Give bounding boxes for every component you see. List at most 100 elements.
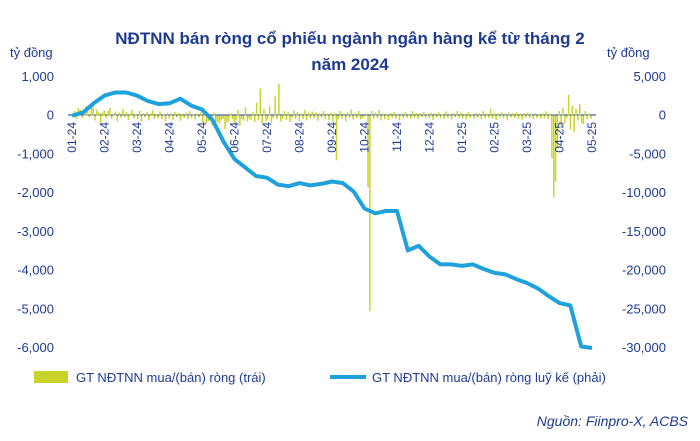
bar-mark: [317, 115, 319, 121]
bar-mark: [450, 115, 453, 120]
bar-mark: [579, 104, 581, 116]
bar-mark: [127, 115, 130, 120]
x-tick-label: 10-24: [358, 122, 372, 153]
bar-mark: [486, 113, 488, 116]
bar-mark: [235, 115, 237, 121]
bar-mark: [523, 113, 525, 116]
bar-mark: [376, 115, 379, 119]
bar-mark: [157, 115, 159, 119]
bar-mark: [151, 110, 154, 116]
bar-mark: [120, 115, 122, 118]
bar-mark: [285, 115, 288, 120]
bar-mark: [172, 115, 174, 120]
bar-mark: [118, 112, 120, 116]
right-tick-label: -10,000: [622, 185, 666, 200]
bar-mark: [300, 113, 302, 116]
bar-mark: [326, 113, 328, 116]
bar-mark: [384, 115, 386, 120]
bar-mark: [356, 115, 358, 119]
cumulative-series-line: [71, 90, 593, 350]
chart-title-line2: năm 2024: [311, 55, 389, 74]
bar-mark: [187, 115, 189, 120]
x-tick-label: 04-25: [553, 122, 567, 153]
legend-bar-label: GT NĐTNN mua/(bán) ròng (trái): [76, 370, 266, 385]
bar-mark: [81, 115, 83, 119]
bar-mark: [142, 113, 145, 116]
bar-mark: [469, 115, 471, 119]
bar-mark: [319, 113, 321, 116]
bar-mark: [560, 115, 562, 128]
x-tick-label: 02-25: [488, 122, 502, 153]
bar-mark: [257, 115, 260, 121]
bar-mark: [345, 115, 347, 122]
bar-mark: [348, 115, 351, 118]
bar-mark: [138, 110, 141, 116]
bar-mark: [553, 115, 555, 198]
bar-mark: [239, 115, 241, 126]
bar-mark: [296, 111, 299, 116]
bar-mark: [112, 113, 115, 116]
bar-mark: [255, 102, 258, 116]
bar-mark: [530, 114, 533, 116]
bar-mark: [476, 115, 479, 118]
bar-mark: [508, 112, 510, 116]
bar-mark: [250, 115, 252, 120]
bar-mark: [92, 107, 94, 116]
bar-mark: [311, 111, 314, 116]
legend-bar-swatch: [34, 371, 68, 383]
bar-mark: [584, 111, 587, 116]
bar-mark: [346, 112, 349, 116]
bar-mark: [488, 115, 490, 119]
bar-mark: [248, 115, 250, 119]
bar-mark: [125, 112, 128, 116]
bar-mark: [395, 115, 397, 119]
bar-mark: [426, 113, 429, 116]
bar-mark: [519, 113, 522, 116]
bar-mark: [228, 115, 230, 122]
bar-mark: [189, 111, 191, 116]
bar-mark: [580, 115, 583, 124]
bar-mark: [242, 115, 245, 121]
bar-mark: [354, 113, 356, 116]
right-tick-label: 0: [659, 108, 666, 123]
bar-mark: [432, 115, 434, 120]
bar-mark: [467, 112, 470, 116]
bar-mark: [289, 115, 291, 122]
bar-mark: [502, 115, 505, 119]
bar-mark: [320, 115, 323, 118]
bar-mark: [313, 115, 315, 119]
bar-mark: [293, 110, 295, 116]
left-axis-unit: tỷ đồng: [10, 45, 53, 60]
bar-mark: [489, 108, 492, 116]
bar-mark: [367, 115, 369, 188]
bar-mark: [307, 112, 310, 116]
bar-mark: [111, 115, 113, 120]
legend-line-label: GT NĐTNN mua/(bán) ròng luỹ kế (phải): [372, 370, 606, 385]
bar-mark: [306, 115, 308, 121]
bar-mark: [133, 115, 135, 119]
bar-mark: [163, 114, 165, 116]
bar-mark: [98, 112, 100, 116]
x-tick-label: 05-24: [195, 122, 209, 153]
bar-mark: [514, 115, 516, 119]
bar-mark: [491, 115, 494, 119]
bar-mark: [261, 115, 263, 124]
bar-mark: [185, 112, 187, 116]
bar-mark: [471, 114, 473, 116]
x-tick-label: 03-25: [520, 122, 534, 153]
bar-mark: [582, 115, 585, 125]
bar-mark: [415, 113, 418, 116]
bar-mark: [424, 115, 427, 119]
right-tick-label: -30,000: [622, 340, 666, 355]
bar-mark: [170, 113, 172, 116]
bar-mark: [179, 115, 182, 121]
bar-mark: [382, 113, 384, 116]
bar-mark: [140, 115, 143, 122]
source-note: Nguồn: Fiinpro-X, ACBS: [537, 413, 689, 429]
bar-mark: [107, 111, 109, 116]
bar-mark: [215, 115, 217, 128]
bar-mark: [90, 104, 93, 116]
bar-mark: [389, 113, 392, 116]
bar-mark: [551, 115, 553, 159]
bar-mark: [281, 115, 284, 119]
